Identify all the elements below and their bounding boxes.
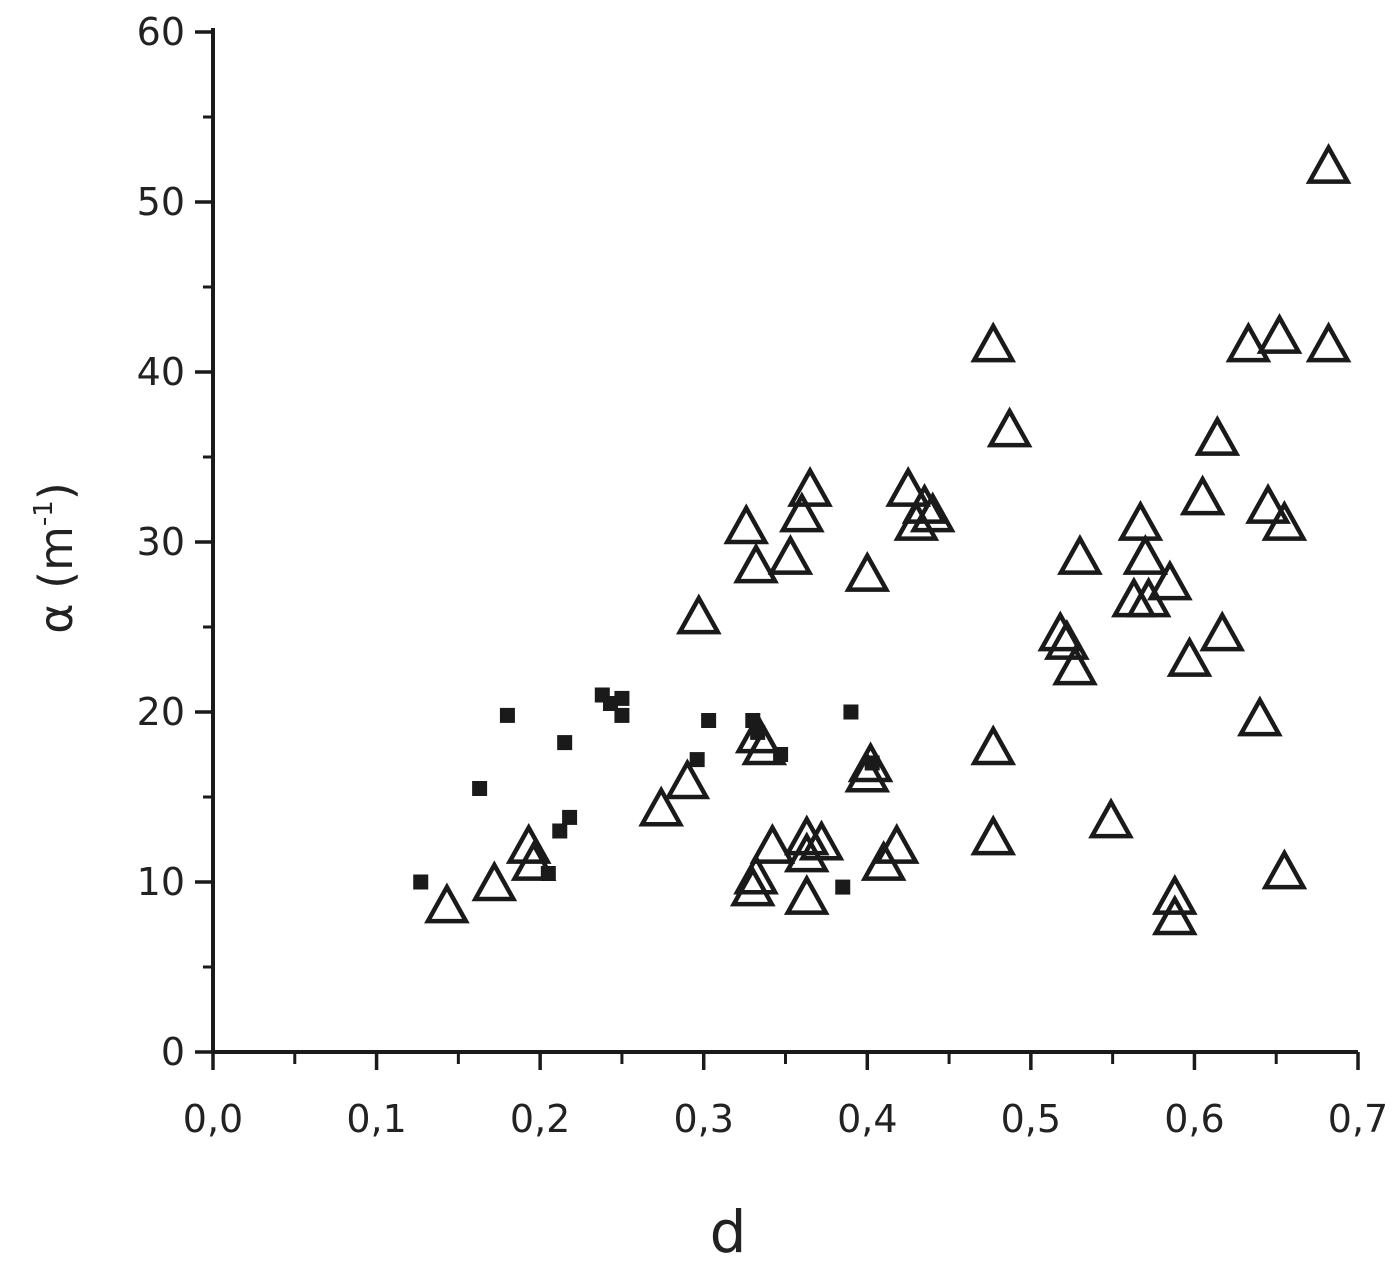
filled-square-point	[864, 755, 880, 771]
open-triangle-point	[1199, 610, 1246, 652]
open-triangle-point	[767, 533, 814, 575]
y-tick-label: 30	[137, 520, 185, 564]
open-triangle-point	[1305, 142, 1352, 184]
open-triangle-point	[885, 465, 932, 507]
open-triangle-point	[1305, 321, 1352, 363]
open-triangle-point	[741, 724, 788, 766]
y-tick-label: 20	[137, 690, 185, 734]
filled-square-point	[835, 879, 851, 895]
open-triangle-point	[873, 822, 920, 864]
open-triangle-point	[1179, 474, 1226, 516]
open-triangle-point	[970, 321, 1017, 363]
open-triangle-point	[1122, 533, 1169, 575]
open-triangle-point	[844, 550, 891, 592]
x-tick-label: 0,6	[1164, 1097, 1224, 1141]
y-tick-label: 0	[161, 1030, 185, 1074]
open-triangle-point	[1261, 499, 1308, 541]
open-triangle-point	[1245, 482, 1291, 524]
open-triangle-point	[510, 839, 557, 881]
open-triangle-point	[729, 865, 776, 907]
x-tick-label: 0,4	[837, 1097, 897, 1141]
y-tick-label: 10	[137, 860, 185, 904]
open-triangle-point	[1256, 312, 1303, 354]
filled-square-point	[701, 713, 717, 728]
open-triangle-point	[1147, 559, 1193, 601]
open-triangle-point	[1117, 499, 1164, 541]
open-triangle-point	[986, 406, 1033, 448]
open-triangle-point	[1151, 873, 1198, 915]
filled-square-point	[602, 696, 618, 711]
filled-square-point	[540, 866, 556, 881]
open-triangle-point	[1261, 848, 1308, 890]
x-tick-label: 0,5	[1001, 1097, 1061, 1141]
open-triangle-point	[1088, 797, 1134, 839]
open-triangle-point	[1237, 695, 1283, 737]
open-triangle-point	[783, 831, 830, 873]
data-points	[413, 142, 1352, 936]
open-triangle-point	[970, 724, 1017, 766]
open-triangle-point	[909, 491, 956, 533]
open-triangle-point	[1225, 321, 1272, 363]
open-triangle-point	[970, 814, 1017, 856]
filled-square-point	[562, 809, 578, 825]
open-triangle-point	[798, 819, 845, 861]
x-tick-label: 0,0	[183, 1097, 243, 1141]
filled-square-point	[614, 707, 630, 723]
filled-square-point	[689, 752, 705, 768]
y-axis-label-close: )	[29, 482, 83, 500]
open-triangle-point	[638, 785, 685, 827]
ticks	[195, 30, 1360, 1070]
open-triangle-point	[779, 491, 825, 533]
open-triangle-point	[1166, 635, 1213, 677]
x-tick-label: 0,3	[673, 1097, 733, 1141]
y-tick-label: 60	[137, 10, 185, 54]
open-triangle-point	[783, 873, 830, 915]
open-triangle-point	[675, 593, 722, 635]
open-triangle-point	[787, 465, 833, 507]
open-triangle-point	[901, 482, 948, 524]
open-triangle-point	[1052, 644, 1098, 686]
open-triangle-point	[1194, 414, 1241, 456]
open-triangle-point	[847, 741, 894, 783]
x-tick-label: 0,2	[510, 1097, 570, 1141]
filled-square-point	[614, 690, 630, 706]
open-triangle-point	[1044, 618, 1090, 660]
filled-square-point	[745, 713, 761, 728]
y-axis-label-main: α (m	[29, 526, 83, 634]
y-tick-label: 40	[137, 350, 185, 394]
tick-labels: 0,0 0,1 0,2 0,3 0,4 0,5 0,6 0,7 0 10 20 30 40 50 60	[137, 10, 1389, 1141]
filled-square-point	[552, 823, 568, 839]
filled-square-point	[472, 781, 488, 796]
filled-square-point	[750, 724, 766, 740]
filled-square-point	[773, 747, 789, 762]
open-triangle-point	[471, 860, 518, 902]
open-triangle-point	[733, 542, 779, 584]
open-triangle-point	[1151, 894, 1198, 936]
y-axis-label: α (m-1)	[29, 482, 83, 634]
open-triangle-point	[424, 882, 470, 924]
y-axis-label-exponent: -1	[29, 500, 59, 526]
x-tick-label: 0,1	[346, 1097, 406, 1141]
filled-square-point	[499, 707, 515, 723]
open-triangle-point	[1057, 533, 1103, 575]
open-triangle-point	[723, 503, 770, 545]
open-triangle-point	[664, 758, 711, 800]
filled-square-point	[557, 735, 573, 751]
y-tick-label: 50	[137, 180, 185, 224]
filled-square-point	[413, 874, 429, 890]
x-axis-label: d	[710, 1198, 747, 1266]
x-tick-label: 0,7	[1328, 1097, 1388, 1141]
open-triangle-point	[505, 822, 552, 864]
filled-square-point	[843, 704, 859, 720]
open-triangle-point	[749, 822, 796, 864]
open-triangle-point	[733, 853, 779, 895]
